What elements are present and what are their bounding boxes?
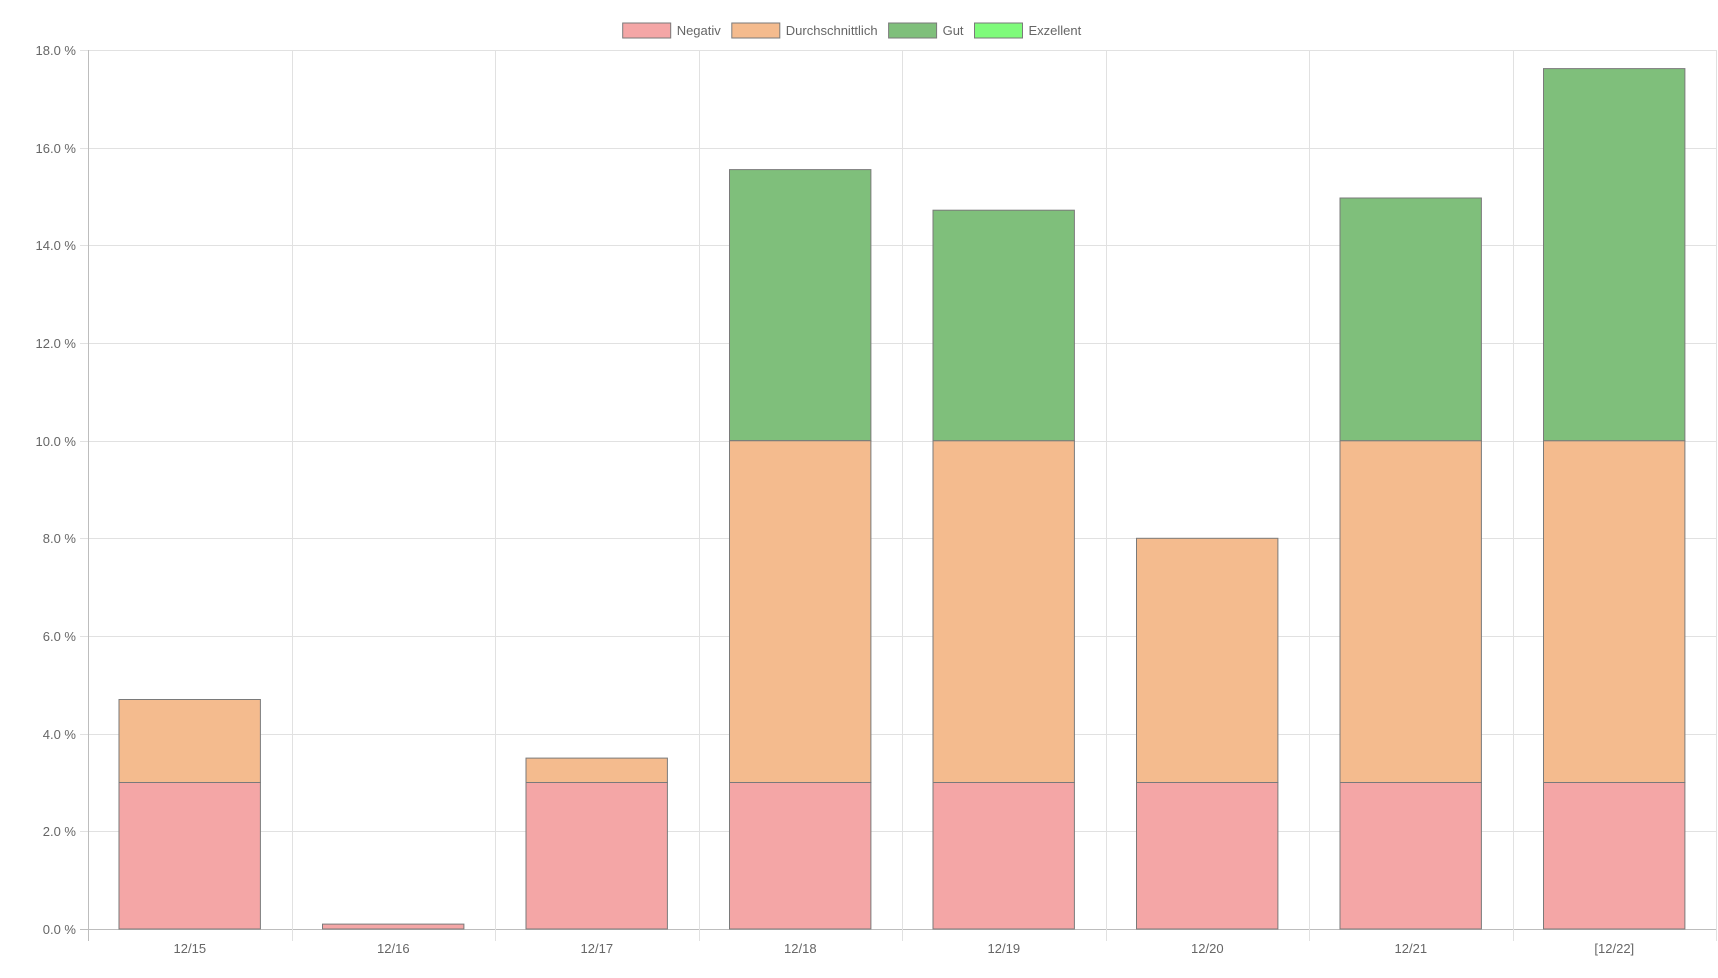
y-tick-label: 4.0 % xyxy=(43,727,77,742)
x-tick-label: [12/22] xyxy=(1594,941,1634,956)
bar-durchschnittlich-12-21[interactable] xyxy=(1339,440,1482,783)
bar-negativ-12-19[interactable] xyxy=(932,782,1075,930)
y-tick-label: 16.0 % xyxy=(36,141,77,156)
legend-item-exzellent[interactable]: Exzellent xyxy=(974,22,1082,39)
y-tick-label: 18.0 % xyxy=(36,43,77,58)
legend-label: Negativ xyxy=(677,23,722,38)
bars xyxy=(118,68,1686,930)
y-tick-label: 14.0 % xyxy=(36,238,77,253)
y-tick-label: 0.0 % xyxy=(43,922,77,937)
bar-durchschnittlich-12-19[interactable] xyxy=(932,440,1075,783)
legend-item-durchschnittlich[interactable]: Durchschnittlich xyxy=(731,22,878,39)
grid xyxy=(80,50,1717,941)
y-tick-label: 10.0 % xyxy=(36,434,77,449)
bar-durchschnittlich-12-15[interactable] xyxy=(118,699,261,783)
x-tick-label: 12/16 xyxy=(377,941,410,956)
bar-gut-12-22[interactable] xyxy=(1543,68,1686,442)
bar-negativ-12-18[interactable] xyxy=(729,782,872,930)
legend-swatch xyxy=(622,22,672,39)
bar-negativ-12-16[interactable] xyxy=(322,923,465,930)
y-tick-label: 6.0 % xyxy=(43,629,77,644)
bar-negativ-12-22[interactable] xyxy=(1543,782,1686,930)
bar-negativ-12-15[interactable] xyxy=(118,782,261,930)
x-tick-label: 12/15 xyxy=(174,941,207,956)
legend-swatch xyxy=(888,22,938,39)
legend-label: Durchschnittlich xyxy=(786,23,878,38)
y-tick-label: 2.0 % xyxy=(43,824,77,839)
y-tick-label: 12.0 % xyxy=(36,336,77,351)
bar-durchschnittlich-12-17[interactable] xyxy=(525,757,668,783)
bar-durchschnittlich-12-20[interactable] xyxy=(1136,537,1279,783)
x-tick-label: 12/20 xyxy=(1191,941,1224,956)
axes: 0.0 % 2.0 % 4.0 % 6.0 % 8.0 % 10.0 % 12.0 % 14.… xyxy=(36,43,1635,956)
bar-negativ-12-20[interactable] xyxy=(1136,782,1279,930)
y-tick-label: 8.0 % xyxy=(43,531,77,546)
legend-label: Exzellent xyxy=(1029,23,1082,38)
legend-item-negativ[interactable]: Negativ xyxy=(622,22,722,39)
legend-swatch xyxy=(974,22,1023,39)
bar-durchschnittlich-12-18[interactable] xyxy=(729,440,872,783)
bar-durchschnittlich-12-22[interactable] xyxy=(1543,440,1686,783)
bar-gut-12-19[interactable] xyxy=(932,209,1075,442)
bar-negativ-12-21[interactable] xyxy=(1339,782,1482,930)
legend-swatch xyxy=(731,22,781,39)
x-tick-label: 12/17 xyxy=(581,941,614,956)
x-tick-label: 12/18 xyxy=(784,941,817,956)
legend-item-gut[interactable]: Gut xyxy=(888,22,964,39)
bar-gut-12-21[interactable] xyxy=(1339,197,1482,442)
legend-label: Gut xyxy=(943,23,964,38)
legend: Negativ Durchschnittlich Gut Exzellent xyxy=(622,22,1082,39)
x-tick-label: 12/21 xyxy=(1395,941,1428,956)
x-tick-label: 12/19 xyxy=(988,941,1021,956)
bar-negativ-12-17[interactable] xyxy=(525,782,668,930)
bar-gut-12-18[interactable] xyxy=(729,169,872,442)
